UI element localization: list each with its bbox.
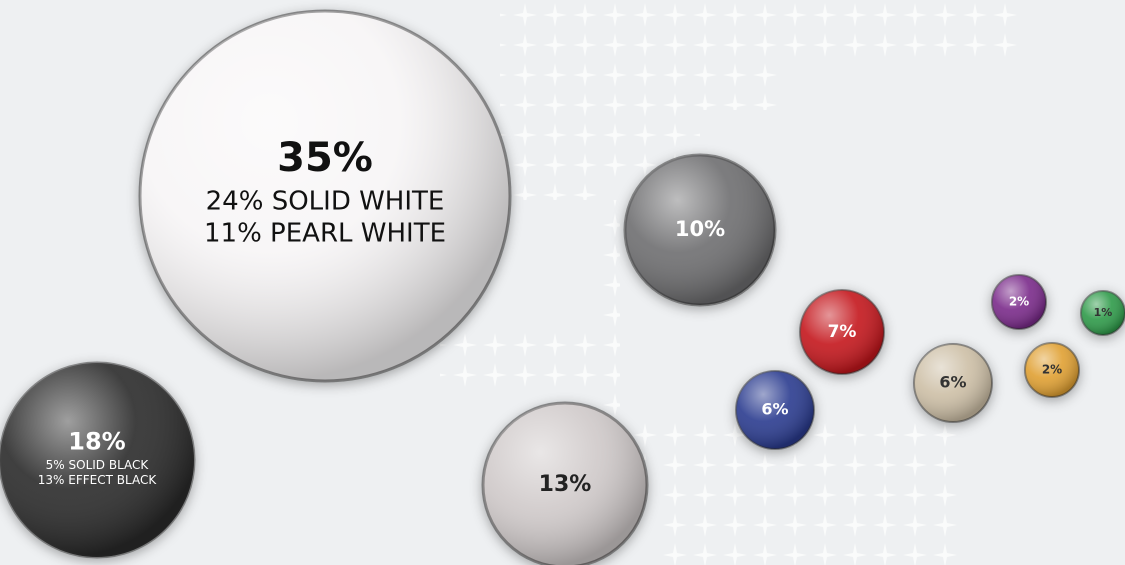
- bubble-label: 18%: [68, 428, 125, 456]
- star-pattern: [420, 0, 1020, 565]
- bubble-note: 24% SOLID WHITE: [206, 187, 445, 217]
- bubble-label: 13%: [539, 472, 592, 497]
- bubble-label: 7%: [828, 322, 857, 342]
- bubble-shine: [1025, 343, 1079, 397]
- bubble-shine: [914, 344, 992, 422]
- bubble-label: 2%: [1042, 363, 1062, 377]
- bubble-shine: [483, 403, 647, 565]
- bubble-shine: [736, 371, 814, 449]
- bubble-note: 5% SOLID BLACK: [46, 458, 150, 472]
- bubble-label: 10%: [675, 217, 725, 241]
- bubble-note: 13% EFFECT BLACK: [38, 473, 158, 487]
- bubble-label: 1%: [1094, 306, 1113, 319]
- bubble-shine: [140, 11, 510, 381]
- bubble-label: 6%: [939, 373, 966, 392]
- bubble-shine: [0, 363, 194, 557]
- bubble-shine: [1081, 291, 1125, 335]
- bubble-note: 11% PEARL WHITE: [204, 219, 446, 249]
- bubble-shine: [800, 290, 884, 374]
- bubble-shine: [625, 155, 775, 305]
- bubble-label: 35%: [277, 135, 373, 181]
- bubble-label: 2%: [1009, 295, 1029, 309]
- bubble-shine: [992, 275, 1046, 329]
- bubble-label: 6%: [761, 400, 788, 419]
